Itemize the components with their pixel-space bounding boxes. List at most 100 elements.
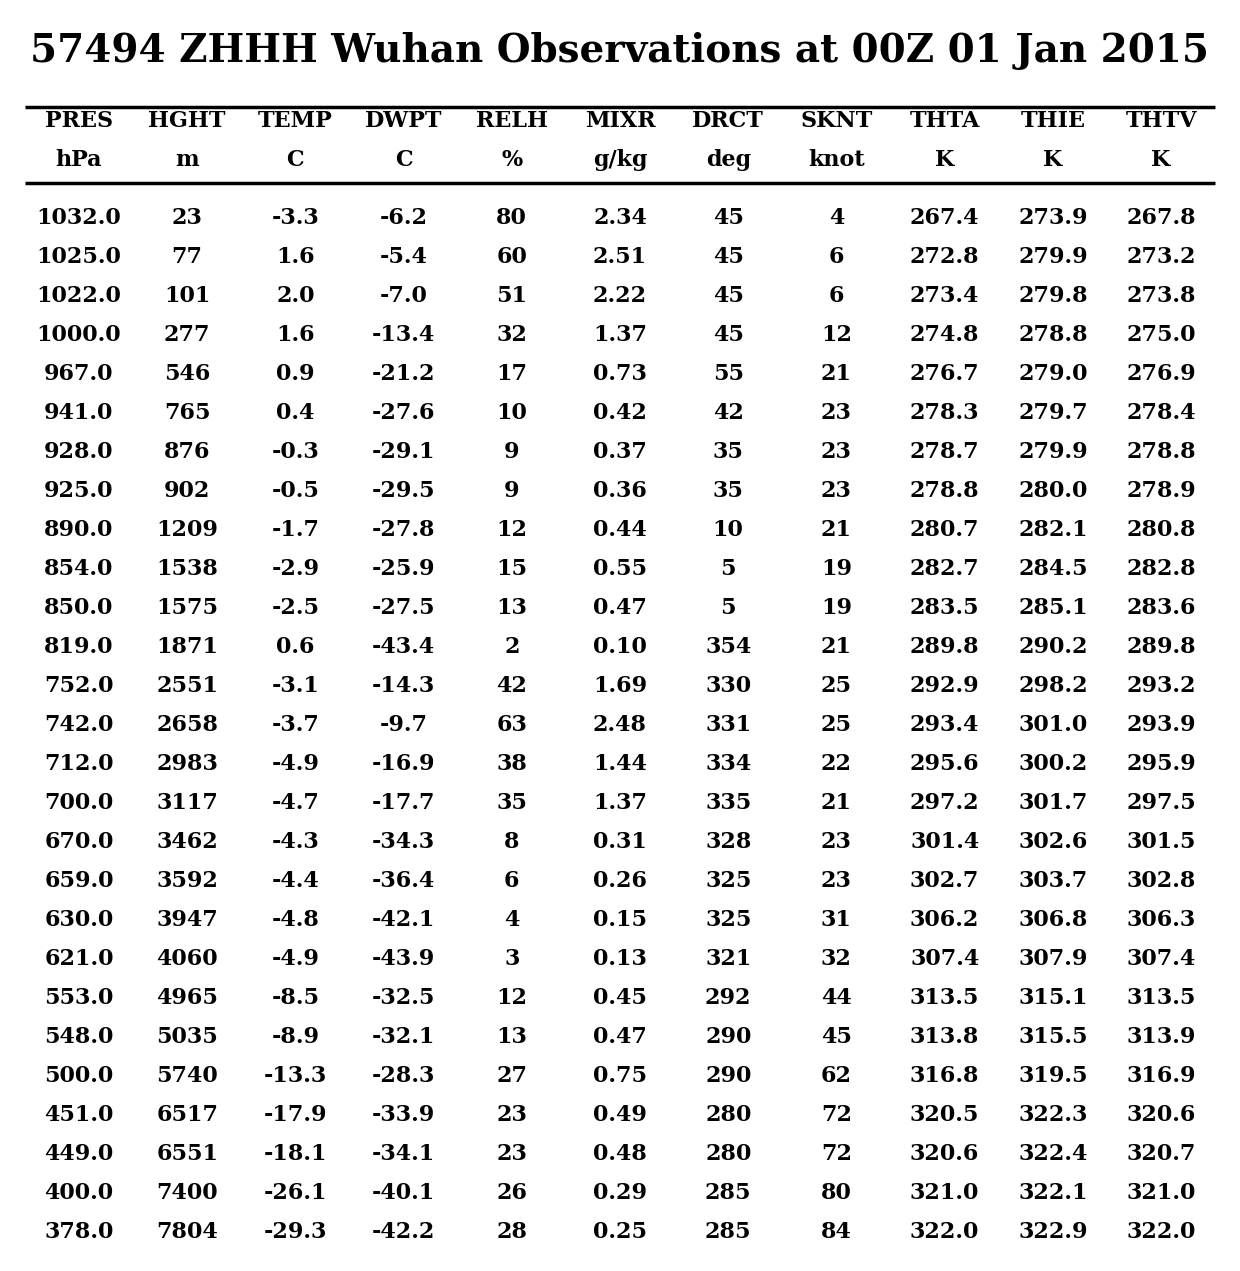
Text: 279.9: 279.9	[1018, 441, 1087, 463]
Text: K: K	[1152, 149, 1171, 172]
Text: 0.37: 0.37	[593, 441, 647, 463]
Text: 890.0: 890.0	[45, 519, 114, 541]
Text: 320.6: 320.6	[910, 1144, 980, 1166]
Text: 278.3: 278.3	[910, 402, 980, 425]
Text: 302.7: 302.7	[910, 871, 980, 892]
Text: RELH: RELH	[476, 109, 548, 132]
Text: -33.9: -33.9	[372, 1104, 435, 1126]
Text: 32: 32	[821, 948, 852, 970]
Text: 282.8: 282.8	[1126, 558, 1195, 580]
Text: 321.0: 321.0	[1126, 1182, 1195, 1205]
Text: 0.31: 0.31	[593, 831, 647, 853]
Text: 378.0: 378.0	[45, 1221, 114, 1243]
Text: 546: 546	[164, 364, 211, 385]
Text: 3117: 3117	[156, 792, 218, 815]
Text: -29.3: -29.3	[264, 1221, 327, 1243]
Text: 1.6: 1.6	[277, 245, 315, 268]
Text: -3.1: -3.1	[272, 675, 319, 697]
Text: 280.0: 280.0	[1018, 480, 1087, 502]
Text: 2.0: 2.0	[277, 285, 315, 306]
Text: 290: 290	[706, 1065, 751, 1087]
Text: 297.5: 297.5	[1126, 792, 1195, 815]
Text: -0.3: -0.3	[272, 441, 319, 463]
Text: 321: 321	[706, 948, 751, 970]
Text: -42.2: -42.2	[372, 1221, 435, 1243]
Text: 548.0: 548.0	[45, 1026, 114, 1049]
Text: 45: 45	[713, 324, 744, 346]
Text: 278.7: 278.7	[910, 441, 980, 463]
Text: %: %	[501, 149, 522, 172]
Text: m: m	[175, 149, 198, 172]
Text: 325: 325	[706, 871, 751, 892]
Text: 307.4: 307.4	[910, 948, 980, 970]
Text: 42: 42	[713, 402, 744, 425]
Text: -1.7: -1.7	[272, 519, 320, 541]
Text: 0.6: 0.6	[277, 636, 315, 658]
Text: 0.49: 0.49	[593, 1104, 647, 1126]
Text: 0.25: 0.25	[593, 1221, 647, 1243]
Text: 315.1: 315.1	[1018, 988, 1087, 1009]
Text: -27.6: -27.6	[372, 402, 435, 425]
Text: 273.9: 273.9	[1018, 207, 1087, 229]
Text: 276.9: 276.9	[1126, 364, 1195, 385]
Text: 44: 44	[821, 988, 852, 1009]
Text: -17.7: -17.7	[372, 792, 435, 815]
Text: 659.0: 659.0	[45, 871, 114, 892]
Text: 72: 72	[821, 1104, 852, 1126]
Text: 451.0: 451.0	[45, 1104, 114, 1126]
Text: -18.1: -18.1	[264, 1144, 327, 1166]
Text: 700.0: 700.0	[45, 792, 114, 815]
Text: 1.37: 1.37	[593, 792, 647, 815]
Text: 45: 45	[821, 1026, 852, 1049]
Text: 6: 6	[503, 871, 520, 892]
Text: 38: 38	[496, 754, 527, 775]
Text: 325: 325	[706, 909, 751, 932]
Text: PRES: PRES	[45, 109, 113, 132]
Text: 0.48: 0.48	[593, 1144, 647, 1166]
Text: 320.5: 320.5	[910, 1104, 980, 1126]
Text: 278.9: 278.9	[1126, 480, 1195, 502]
Text: 6517: 6517	[156, 1104, 218, 1126]
Text: 35: 35	[713, 441, 744, 463]
Text: THTA: THTA	[909, 109, 980, 132]
Text: -27.5: -27.5	[372, 597, 435, 619]
Text: 289.8: 289.8	[1126, 636, 1195, 658]
Text: 7400: 7400	[156, 1182, 218, 1205]
Text: 26: 26	[496, 1182, 527, 1205]
Text: 19: 19	[821, 597, 852, 619]
Text: 274.8: 274.8	[910, 324, 980, 346]
Text: 282.1: 282.1	[1018, 519, 1087, 541]
Text: -5.4: -5.4	[379, 245, 428, 268]
Text: 60: 60	[496, 245, 527, 268]
Text: 313.8: 313.8	[910, 1026, 980, 1049]
Text: 1025.0: 1025.0	[36, 245, 122, 268]
Text: 1032.0: 1032.0	[36, 207, 122, 229]
Text: 72: 72	[821, 1144, 852, 1166]
Text: 5: 5	[720, 597, 737, 619]
Text: 322.1: 322.1	[1018, 1182, 1087, 1205]
Text: 2983: 2983	[156, 754, 218, 775]
Text: 267.8: 267.8	[1126, 207, 1195, 229]
Text: 316.9: 316.9	[1126, 1065, 1195, 1087]
Text: 45: 45	[713, 285, 744, 306]
Text: -32.1: -32.1	[372, 1026, 435, 1049]
Text: 742.0: 742.0	[45, 714, 114, 736]
Text: 12: 12	[821, 324, 852, 346]
Text: 4: 4	[505, 909, 520, 932]
Text: -4.8: -4.8	[272, 909, 319, 932]
Text: -29.1: -29.1	[372, 441, 435, 463]
Text: 0.26: 0.26	[593, 871, 647, 892]
Text: 2.48: 2.48	[593, 714, 647, 736]
Text: 278.8: 278.8	[1018, 324, 1087, 346]
Text: 850.0: 850.0	[45, 597, 114, 619]
Text: 273.8: 273.8	[1126, 285, 1195, 306]
Text: 51: 51	[496, 285, 527, 306]
Text: 313.9: 313.9	[1126, 1026, 1195, 1049]
Text: 301.7: 301.7	[1018, 792, 1087, 815]
Text: 553.0: 553.0	[45, 988, 114, 1009]
Text: 1871: 1871	[156, 636, 218, 658]
Text: -8.9: -8.9	[272, 1026, 320, 1049]
Text: 7804: 7804	[156, 1221, 218, 1243]
Text: 0.47: 0.47	[593, 597, 647, 619]
Text: -14.3: -14.3	[372, 675, 435, 697]
